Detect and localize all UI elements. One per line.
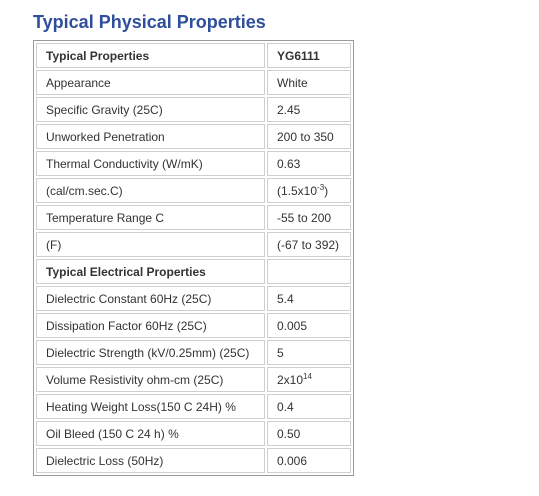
table-cell: 0.4 [267, 394, 351, 419]
table-cell: (1.5x10-3) [267, 178, 351, 203]
table-cell: Typical Electrical Properties [36, 259, 265, 284]
table-cell: Volume Resistivity ohm-cm (25C) [36, 367, 265, 392]
table-cell: YG6111 [267, 43, 351, 68]
cell-text: (1.5x10 [277, 183, 318, 198]
table-row: Heating Weight Loss(150 C 24H) % 0.4 [36, 394, 351, 419]
table-cell: -55 to 200 [267, 205, 351, 230]
table-cell: 0.006 [267, 448, 351, 473]
table-cell: Dissipation Factor 60Hz (25C) [36, 313, 265, 338]
table-row: (F) (-67 to 392) [36, 232, 351, 257]
table-row: Dielectric Strength (kV/0.25mm) (25C) 5 [36, 340, 351, 365]
table-cell: (F) [36, 232, 265, 257]
table-cell: 5.4 [267, 286, 351, 311]
table-cell: Dielectric Constant 60Hz (25C) [36, 286, 265, 311]
superscript: 14 [303, 371, 312, 381]
table-row: Specific Gravity (25C) 2.45 [36, 97, 351, 122]
table-row: Dielectric Loss (50Hz) 0.006 [36, 448, 351, 473]
table-row: Dielectric Constant 60Hz (25C) 5.4 [36, 286, 351, 311]
table-cell: Unworked Penetration [36, 124, 265, 149]
page-title: Typical Physical Properties [33, 12, 266, 32]
table-cell: (-67 to 392) [267, 232, 351, 257]
cell-text: 2x10 [277, 372, 304, 387]
table-cell: Thermal Conductivity (W/mK) [36, 151, 265, 176]
table-cell: Oil Bleed (150 C 24 h) % [36, 421, 265, 446]
table-cell: Specific Gravity (25C) [36, 97, 265, 122]
table-cell: 2x1014 [267, 367, 351, 392]
table-row: Temperature Range C -55 to 200 [36, 205, 351, 230]
table-cell: (cal/cm.sec.C) [36, 178, 265, 203]
table-row: Dissipation Factor 60Hz (25C) 0.005 [36, 313, 351, 338]
table-row: Thermal Conductivity (W/mK) 0.63 [36, 151, 351, 176]
table-cell: 0.005 [267, 313, 351, 338]
properties-table: Typical Properties YG6111 Appearance White S… [33, 40, 354, 476]
table-row: (cal/cm.sec.C) (1.5x10-3) [36, 178, 351, 203]
table-cell: 0.63 [267, 151, 351, 176]
table-cell: 5 [267, 340, 351, 365]
table-row: Volume Resistivity ohm-cm (25C) 2x1014 [36, 367, 351, 392]
header-row: Typical Properties YG6111 [36, 43, 351, 68]
table-cell: Typical Properties [36, 43, 265, 68]
table-cell [267, 259, 351, 284]
table-row: Appearance White [36, 70, 351, 95]
superscript: -3 [317, 182, 325, 192]
table-cell: Heating Weight Loss(150 C 24H) % [36, 394, 265, 419]
table-cell: 2.45 [267, 97, 351, 122]
table-cell: Temperature Range C [36, 205, 265, 230]
table-cell: Appearance [36, 70, 265, 95]
table-cell: 200 to 350 [267, 124, 351, 149]
table-cell: 0.50 [267, 421, 351, 446]
table-cell: White [267, 70, 351, 95]
cell-text: ) [324, 183, 329, 198]
table-cell: Dielectric Strength (kV/0.25mm) (25C) [36, 340, 265, 365]
section-row: Typical Electrical Properties [36, 259, 351, 284]
table-row: Unworked Penetration 200 to 350 [36, 124, 351, 149]
table-cell: Dielectric Loss (50Hz) [36, 448, 265, 473]
table-row: Oil Bleed (150 C 24 h) % 0.50 [36, 421, 351, 446]
